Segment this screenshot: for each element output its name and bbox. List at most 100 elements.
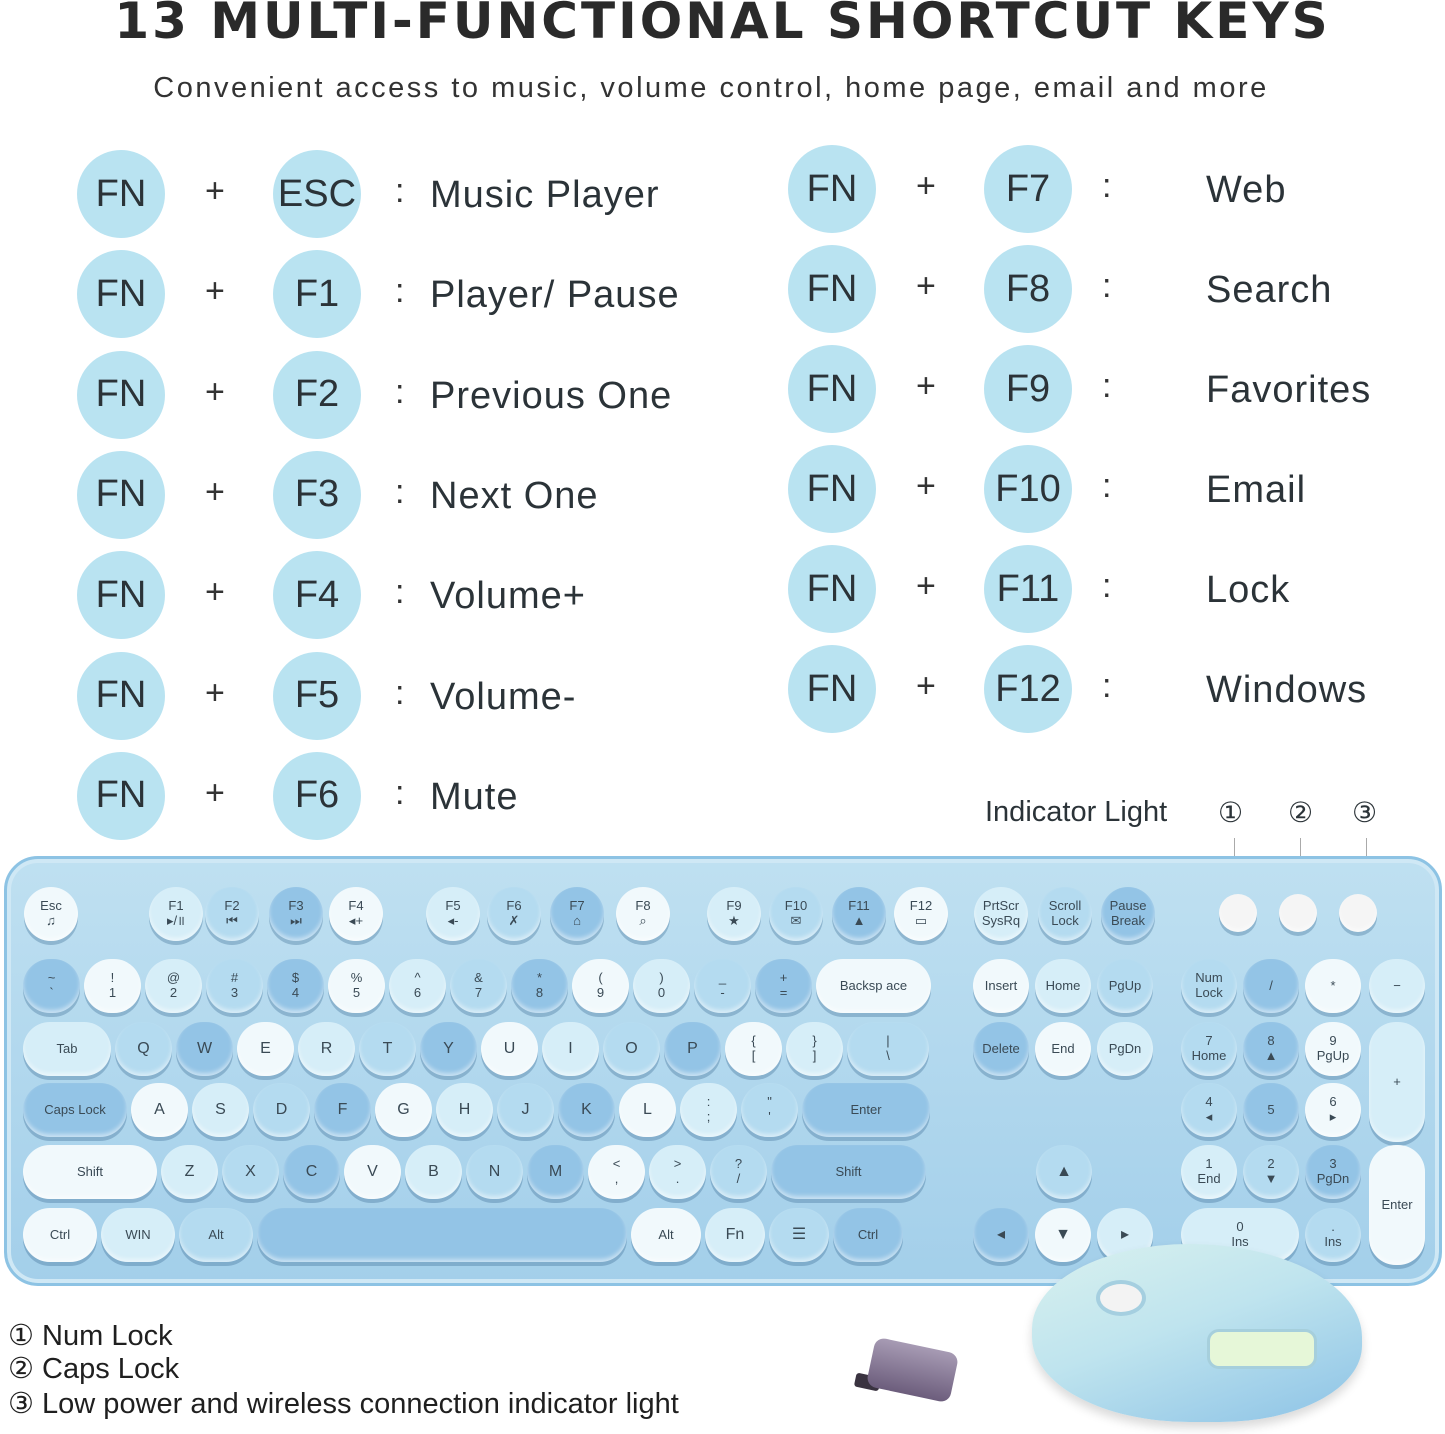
key[interactable]: Alt [179, 1208, 253, 1262]
key[interactable]: F4 ◂+ [329, 887, 383, 941]
key[interactable]: A [131, 1083, 188, 1137]
key[interactable]: 3 PgDn [1305, 1145, 1361, 1199]
key[interactable]: F1 ▸/॥ [149, 887, 203, 941]
key[interactable]: F3 ⏭ [269, 887, 323, 941]
key[interactable]: 7 Home [1181, 1022, 1237, 1076]
key[interactable]: U [481, 1022, 538, 1076]
key[interactable]: L [619, 1083, 676, 1137]
key[interactable]: S [192, 1083, 249, 1137]
key[interactable]: Ctrl [833, 1208, 903, 1262]
key[interactable]: P [664, 1022, 721, 1076]
key[interactable]: Backsp ace [816, 959, 931, 1013]
key[interactable]: ☰ [769, 1208, 829, 1262]
key[interactable]: Shift [23, 1145, 157, 1199]
key[interactable]: } ] [786, 1022, 843, 1076]
key[interactable]: V [344, 1145, 401, 1199]
key[interactable]: G [375, 1083, 432, 1137]
key[interactable]: 1 End [1181, 1145, 1237, 1199]
key[interactable]: * 8 [511, 959, 568, 1013]
key[interactable]: Num Lock [1181, 959, 1237, 1013]
key[interactable]: ▼ [1035, 1208, 1091, 1262]
key[interactable]: 5 [1243, 1083, 1299, 1137]
key[interactable]: B [405, 1145, 462, 1199]
key[interactable]: M [527, 1145, 584, 1199]
key[interactable]: Scroll Lock [1038, 887, 1092, 941]
key[interactable]: 2 ▼ [1243, 1145, 1299, 1199]
key[interactable]: PgUp [1097, 959, 1153, 1013]
key[interactable]: Home [1035, 959, 1091, 1013]
key[interactable]: | \ [847, 1022, 929, 1076]
key[interactable]: End [1035, 1022, 1091, 1076]
key[interactable]: − [1369, 959, 1425, 1013]
key[interactable]: I [542, 1022, 599, 1076]
key[interactable]: _ - [694, 959, 751, 1013]
key[interactable]: W [176, 1022, 233, 1076]
key[interactable]: O [603, 1022, 660, 1076]
key[interactable]: Caps Lock [23, 1083, 127, 1137]
key[interactable]: F11 ▲ [832, 887, 886, 941]
key[interactable]: Fn [705, 1208, 765, 1262]
key[interactable]: + [1369, 1022, 1425, 1142]
key[interactable]: $ 4 [267, 959, 324, 1013]
key[interactable]: Enter [802, 1083, 930, 1137]
key[interactable]: 9 PgUp [1305, 1022, 1361, 1076]
key[interactable]: 6 ▸ [1305, 1083, 1361, 1137]
key[interactable]: F6 ✗ [487, 887, 541, 941]
key[interactable]: E [237, 1022, 294, 1076]
key[interactable]: ^ 6 [389, 959, 446, 1013]
key[interactable]: * [1305, 959, 1361, 1013]
key[interactable]: K [558, 1083, 615, 1137]
key[interactable]: : ; [680, 1083, 737, 1137]
key[interactable]: PrtScr SysRq [974, 887, 1028, 941]
key[interactable]: < , [588, 1145, 645, 1199]
key[interactable]: " ' [741, 1083, 798, 1137]
key[interactable]: N [466, 1145, 523, 1199]
key[interactable]: F2 ⏮ [205, 887, 259, 941]
space-bar[interactable] [257, 1208, 627, 1262]
key[interactable]: Alt [631, 1208, 701, 1262]
key[interactable]: F [314, 1083, 371, 1137]
key[interactable]: 8 ▲ [1243, 1022, 1299, 1076]
key[interactable]: J [497, 1083, 554, 1137]
key[interactable]: ? / [710, 1145, 767, 1199]
key[interactable]: ( 9 [572, 959, 629, 1013]
key[interactable]: ▲ [1036, 1145, 1092, 1199]
key[interactable]: . Ins [1305, 1208, 1361, 1262]
key[interactable]: 4 ◂ [1181, 1083, 1237, 1137]
key[interactable]: Insert [973, 959, 1029, 1013]
key[interactable]: ! 1 [84, 959, 141, 1013]
key[interactable]: ) 0 [633, 959, 690, 1013]
key[interactable]: Ctrl [23, 1208, 97, 1262]
key[interactable]: Enter [1369, 1145, 1425, 1265]
key[interactable]: F5 ◂- [426, 887, 480, 941]
key[interactable]: F12 ▭ [894, 887, 948, 941]
key[interactable]: X [222, 1145, 279, 1199]
key[interactable]: F9 ★ [707, 887, 761, 941]
key[interactable]: ~ ` [23, 959, 80, 1013]
key[interactable]: / [1243, 959, 1299, 1013]
key[interactable]: F10 ✉ [769, 887, 823, 941]
key[interactable]: WIN [101, 1208, 175, 1262]
key[interactable]: Y [420, 1022, 477, 1076]
key[interactable]: > . [649, 1145, 706, 1199]
key[interactable]: & 7 [450, 959, 507, 1013]
key[interactable]: Q [115, 1022, 172, 1076]
key[interactable]: % 5 [328, 959, 385, 1013]
key[interactable]: Tab [23, 1022, 111, 1076]
key[interactable]: { [ [725, 1022, 782, 1076]
key[interactable]: F7 ⌂ [550, 887, 604, 941]
key[interactable]: PgDn [1097, 1022, 1153, 1076]
key[interactable]: Z [161, 1145, 218, 1199]
key[interactable]: @ 2 [145, 959, 202, 1013]
key[interactable]: Pause Break [1101, 887, 1155, 941]
key[interactable]: # 3 [206, 959, 263, 1013]
key[interactable]: F8 ⌕ [616, 887, 670, 941]
key[interactable]: Shift [771, 1145, 926, 1199]
key[interactable]: C [283, 1145, 340, 1199]
key[interactable]: D [253, 1083, 310, 1137]
key[interactable]: R [298, 1022, 355, 1076]
key[interactable]: Delete [973, 1022, 1029, 1076]
key[interactable]: T [359, 1022, 416, 1076]
key[interactable]: Esc ♫ [24, 887, 78, 941]
key[interactable]: ◂ [973, 1208, 1029, 1262]
